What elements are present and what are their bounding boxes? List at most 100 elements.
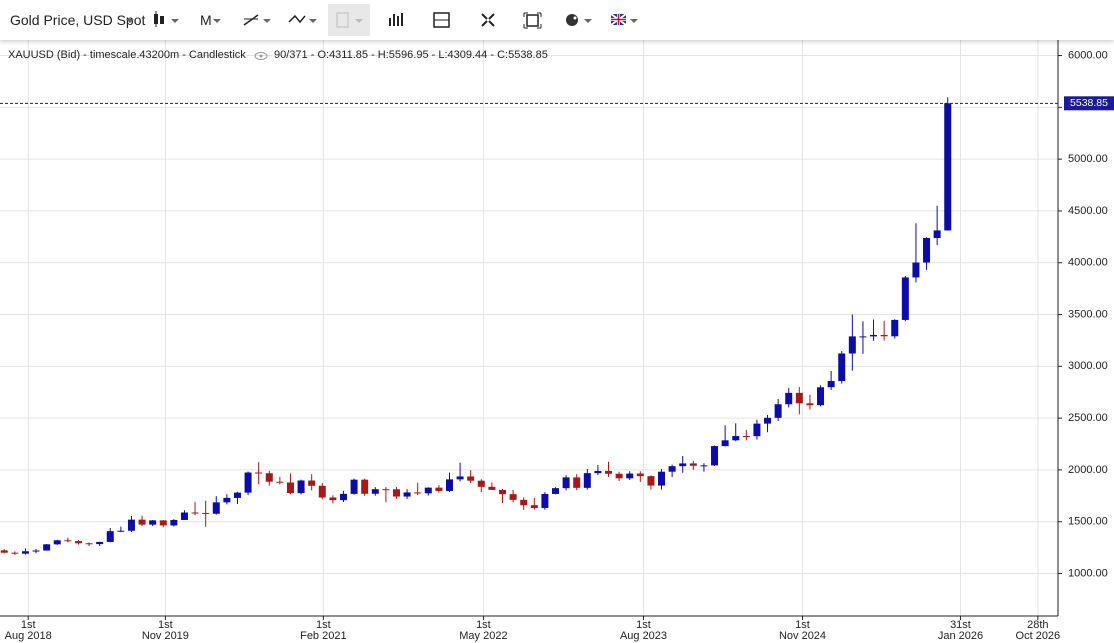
candle-body bbox=[159, 520, 167, 526]
candle-body bbox=[764, 417, 772, 424]
last-price-tag bbox=[1064, 96, 1114, 111]
candle-body bbox=[944, 103, 952, 231]
y-tick-label: 6000.00 bbox=[1068, 49, 1108, 61]
ohlc-value: 5596.95 bbox=[389, 49, 429, 61]
candle-body bbox=[530, 505, 538, 508]
candle-body bbox=[774, 404, 782, 418]
candle-body bbox=[848, 336, 856, 354]
candle-body bbox=[605, 470, 613, 474]
y-tick-label: 1000.00 bbox=[1068, 567, 1108, 579]
candle-body bbox=[668, 466, 676, 472]
candle-body bbox=[498, 489, 506, 495]
candle-body bbox=[392, 489, 400, 497]
candle-body bbox=[424, 487, 432, 494]
candle-body bbox=[53, 540, 61, 545]
candle-body bbox=[74, 541, 82, 544]
candle-body bbox=[308, 480, 316, 486]
candle-body bbox=[329, 497, 337, 501]
period-selector[interactable]: M bbox=[200, 12, 212, 28]
ohlc-readout: 90/371 - O:4311.85 - H:5596.95 - L:4309.… bbox=[274, 49, 548, 61]
y-tick-label: 3000.00 bbox=[1068, 360, 1108, 372]
fullscreen-button[interactable] bbox=[481, 13, 495, 27]
candle-body bbox=[901, 277, 909, 320]
volume-button[interactable] bbox=[389, 13, 403, 26]
fit-button[interactable] bbox=[523, 12, 542, 29]
candle-body bbox=[435, 487, 443, 491]
candle-body bbox=[223, 497, 231, 503]
candle-body bbox=[297, 480, 305, 494]
candle-body bbox=[933, 230, 941, 238]
ohlc-value: 5538.85 bbox=[508, 49, 548, 61]
candle-body bbox=[870, 334, 878, 337]
candle-body bbox=[339, 493, 347, 501]
candle-body bbox=[403, 492, 411, 497]
language-button[interactable] bbox=[610, 13, 638, 26]
instrument-selector[interactable]: Gold Price, USD Spot bbox=[10, 12, 146, 28]
candle-body bbox=[265, 473, 273, 482]
y-tick-label: 5000.00 bbox=[1068, 153, 1108, 165]
candle-body bbox=[806, 403, 814, 406]
candle-body bbox=[785, 392, 793, 405]
indicator-button[interactable] bbox=[288, 14, 317, 24]
candle-body bbox=[202, 512, 210, 514]
candle-body bbox=[350, 479, 358, 494]
toolbar-icons bbox=[126, 4, 638, 36]
y-tick-label: 2500.00 bbox=[1068, 412, 1108, 424]
last-price-label: 5538.85 bbox=[1070, 97, 1108, 109]
theme-button[interactable] bbox=[566, 14, 592, 26]
chart-type-button[interactable] bbox=[154, 11, 179, 27]
draw-line-button[interactable] bbox=[243, 14, 271, 26]
candle-body bbox=[233, 492, 241, 498]
candle-body bbox=[594, 470, 602, 474]
candle-body bbox=[583, 473, 591, 488]
x-tick-label: 28th Oct 2026 bbox=[1016, 619, 1061, 642]
separator: - bbox=[487, 49, 497, 61]
plot-area bbox=[0, 40, 1058, 616]
candle-body bbox=[371, 489, 379, 494]
ohlc-label: O: bbox=[317, 49, 329, 61]
candle-body bbox=[255, 472, 263, 474]
y-tick-label: 4500.00 bbox=[1068, 205, 1108, 217]
candle-body bbox=[562, 477, 570, 489]
eye-icon[interactable] bbox=[254, 52, 268, 60]
candle-body bbox=[244, 472, 252, 493]
ohlc-value: 4311.85 bbox=[329, 49, 368, 61]
candle-body bbox=[488, 486, 496, 490]
crosshair-button[interactable] bbox=[433, 12, 450, 28]
candle-body bbox=[85, 543, 93, 545]
candle-body bbox=[212, 502, 220, 514]
separator: - bbox=[308, 49, 318, 61]
candle-body bbox=[817, 387, 825, 406]
ohlc-label: H: bbox=[378, 49, 389, 61]
x-tick-label: 1st Aug 2018 bbox=[5, 619, 52, 642]
candle-body bbox=[445, 479, 453, 491]
candle-body bbox=[679, 463, 687, 467]
x-tick-label: 31st Jan 2026 bbox=[938, 619, 983, 642]
candle-body bbox=[180, 512, 188, 520]
x-tick-label: 1st Nov 2024 bbox=[779, 619, 826, 642]
candle-body bbox=[732, 436, 740, 441]
candle-body bbox=[711, 446, 719, 466]
candle-body bbox=[626, 473, 634, 479]
candle-body bbox=[11, 552, 19, 554]
candle-body bbox=[456, 476, 464, 480]
x-tick-label: 1st Aug 2023 bbox=[620, 619, 667, 642]
candle-body bbox=[21, 551, 29, 554]
candle-body bbox=[753, 423, 761, 437]
candle-body bbox=[382, 489, 390, 491]
candle-body bbox=[615, 473, 623, 479]
toolbar: Gold Price, USD Spot M bbox=[0, 0, 1114, 40]
y-tick-label: 4000.00 bbox=[1068, 257, 1108, 269]
candle-body bbox=[891, 319, 899, 337]
candle-body bbox=[286, 482, 294, 494]
candle-body bbox=[859, 336, 867, 338]
y-tick-label: 1500.00 bbox=[1068, 516, 1108, 528]
separator: - bbox=[429, 49, 439, 61]
separator: - bbox=[368, 49, 378, 61]
candle-body bbox=[191, 512, 199, 514]
candle-body bbox=[43, 544, 51, 551]
candle-body bbox=[520, 499, 528, 506]
ohlc-value: 4309.44 bbox=[448, 49, 488, 61]
candle-body bbox=[838, 353, 846, 382]
